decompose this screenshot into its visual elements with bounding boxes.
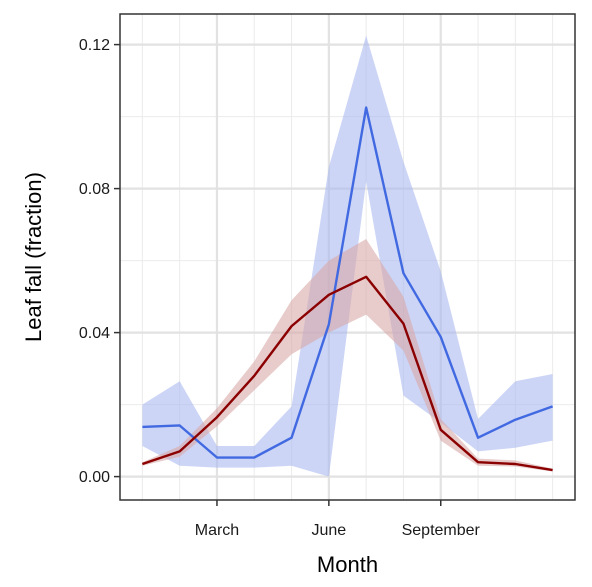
y-tick-label: 0.04 — [79, 325, 110, 342]
x-tick-label: June — [312, 522, 347, 539]
x-axis-title: Month — [317, 552, 378, 577]
x-tick-label: September — [402, 522, 481, 539]
y-tick-label: 0.12 — [79, 37, 110, 54]
y-tick-label: 0.08 — [79, 181, 110, 198]
series-line-2 — [141, 275, 553, 472]
y-axis-title: Leaf fall (fraction) — [21, 172, 46, 342]
series-lines — [141, 106, 554, 472]
panel-border — [119, 13, 576, 501]
x-axis-ticks: March June September — [195, 500, 481, 539]
series-line-1 — [142, 106, 554, 459]
major-gridlines — [120, 14, 575, 500]
x-tick-label: March — [195, 522, 239, 539]
y-axis-ticks: 0.00 0.04 0.08 0.12 — [79, 37, 120, 486]
y-tick-label: 0.00 — [79, 469, 110, 486]
